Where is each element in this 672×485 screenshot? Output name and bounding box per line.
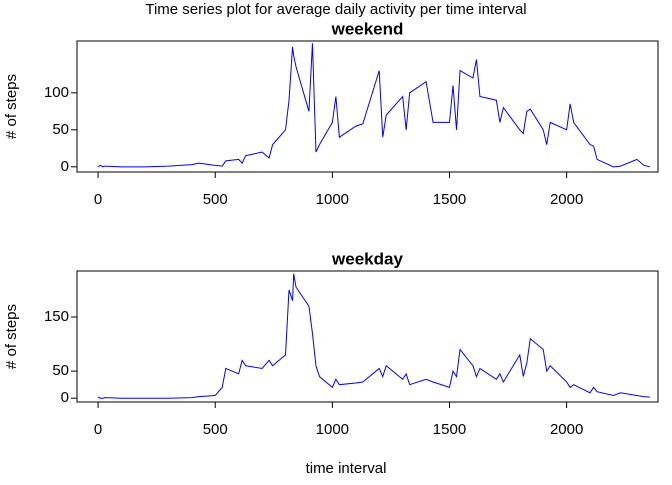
plot-box (76, 40, 659, 173)
x-tick-label: 500 (203, 191, 228, 208)
figure-title: Time series plot for average daily activ… (145, 1, 526, 18)
x-axis-label: time interval (306, 460, 387, 477)
y-tick-label: 0 (61, 389, 69, 406)
panel-title: weekend (331, 19, 404, 38)
x-tick-label: 2000 (550, 191, 583, 208)
data-line (97, 43, 650, 168)
x-tick-label: 0 (94, 191, 102, 208)
x-tick-label: 1500 (433, 191, 466, 208)
x-tick-label: 1000 (316, 421, 349, 438)
x-tick-label: 2000 (550, 421, 583, 438)
data-line (97, 273, 650, 399)
x-tick-label: 500 (203, 421, 228, 438)
y-tick-label: 50 (52, 121, 69, 138)
y-axis-label: # of steps (3, 304, 20, 369)
plot-box (76, 270, 659, 403)
y-tick-label: 100 (44, 84, 69, 101)
panel-title: weekday (331, 249, 403, 268)
x-tick-label: 0 (94, 421, 102, 438)
y-tick-label: 50 (52, 362, 69, 379)
y-axis-label: # of steps (3, 74, 20, 139)
x-tick-label: 1000 (316, 191, 349, 208)
y-tick-label: 0 (61, 158, 69, 175)
y-tick-label: 150 (44, 308, 69, 325)
x-tick-label: 1500 (433, 421, 466, 438)
